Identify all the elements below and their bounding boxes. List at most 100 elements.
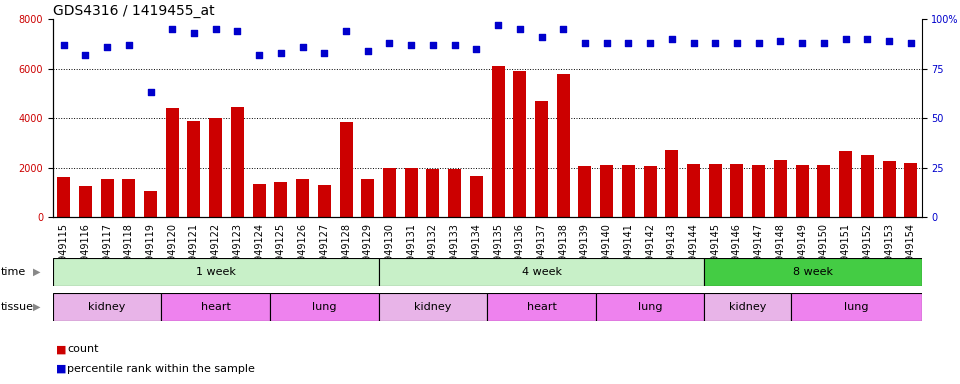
Bar xyxy=(383,167,396,217)
Bar xyxy=(904,162,917,217)
Bar xyxy=(687,164,700,217)
Bar xyxy=(861,155,874,217)
Point xyxy=(360,48,375,54)
Text: 8 week: 8 week xyxy=(793,267,833,277)
Point xyxy=(208,26,224,32)
Bar xyxy=(122,179,135,217)
Point xyxy=(773,38,788,44)
Bar xyxy=(252,184,266,217)
Bar xyxy=(665,150,679,217)
Text: tissue: tissue xyxy=(1,302,34,312)
Point xyxy=(816,40,831,46)
Point xyxy=(556,26,571,32)
Point xyxy=(881,38,897,44)
Bar xyxy=(361,179,374,217)
Bar xyxy=(796,165,808,217)
Point xyxy=(317,50,332,56)
Text: heart: heart xyxy=(527,302,557,312)
Bar xyxy=(426,169,440,217)
Text: count: count xyxy=(67,344,99,354)
Text: time: time xyxy=(1,267,26,277)
Point xyxy=(78,52,93,58)
Bar xyxy=(275,182,287,217)
Bar xyxy=(579,166,591,217)
Bar xyxy=(643,166,657,217)
Bar xyxy=(53,293,161,321)
Point xyxy=(121,42,136,48)
Bar xyxy=(791,293,922,321)
Point xyxy=(252,52,267,58)
Point xyxy=(425,42,441,48)
Text: ▶: ▶ xyxy=(33,302,40,312)
Text: lung: lung xyxy=(312,302,337,312)
Point xyxy=(338,28,353,34)
Bar xyxy=(187,121,201,217)
Text: heart: heart xyxy=(201,302,230,312)
Point xyxy=(730,40,745,46)
Text: 4 week: 4 week xyxy=(521,267,562,277)
Bar xyxy=(514,71,526,217)
Bar xyxy=(58,177,70,217)
Bar xyxy=(774,160,787,217)
Point xyxy=(795,40,810,46)
Bar xyxy=(882,161,896,217)
Text: ▶: ▶ xyxy=(33,267,40,277)
Bar xyxy=(817,165,830,217)
Text: kidney: kidney xyxy=(88,302,126,312)
Bar xyxy=(753,165,765,217)
Bar xyxy=(101,179,113,217)
Point xyxy=(382,40,397,46)
Bar xyxy=(535,101,548,217)
Bar xyxy=(596,293,705,321)
Bar xyxy=(448,169,461,217)
Point xyxy=(468,46,484,52)
Point xyxy=(143,89,158,96)
Point xyxy=(621,40,636,46)
Bar xyxy=(705,293,791,321)
Text: lung: lung xyxy=(844,302,869,312)
Bar xyxy=(318,185,331,217)
Bar xyxy=(488,293,596,321)
Point xyxy=(491,22,506,28)
Point xyxy=(642,40,658,46)
Point xyxy=(100,44,115,50)
Text: ■: ■ xyxy=(56,364,66,374)
Bar xyxy=(378,293,488,321)
Bar xyxy=(705,258,922,286)
Bar xyxy=(622,165,635,217)
Bar xyxy=(492,66,505,217)
Bar xyxy=(270,293,378,321)
Point xyxy=(708,40,723,46)
Bar xyxy=(209,118,222,217)
Point xyxy=(599,40,614,46)
Bar xyxy=(708,164,722,217)
Text: ■: ■ xyxy=(56,344,66,354)
Bar xyxy=(340,122,352,217)
Point xyxy=(838,36,853,42)
Bar xyxy=(731,164,743,217)
Point xyxy=(56,42,71,48)
Bar xyxy=(296,179,309,217)
Text: kidney: kidney xyxy=(414,302,451,312)
Point xyxy=(403,42,419,48)
Point xyxy=(664,36,680,42)
Point xyxy=(295,44,310,50)
Point xyxy=(685,40,701,46)
Bar xyxy=(557,74,569,217)
Text: GDS4316 / 1419455_at: GDS4316 / 1419455_at xyxy=(53,4,214,18)
Bar xyxy=(231,107,244,217)
Point xyxy=(903,40,919,46)
Bar xyxy=(405,167,418,217)
Point xyxy=(186,30,202,36)
Point xyxy=(274,50,289,56)
Bar xyxy=(79,186,92,217)
Bar xyxy=(839,151,852,217)
Text: 1 week: 1 week xyxy=(196,267,235,277)
Bar xyxy=(469,176,483,217)
Point xyxy=(859,36,875,42)
Text: lung: lung xyxy=(637,302,662,312)
Point xyxy=(534,34,549,40)
Point xyxy=(577,40,592,46)
Point xyxy=(229,28,245,34)
Point xyxy=(512,26,527,32)
